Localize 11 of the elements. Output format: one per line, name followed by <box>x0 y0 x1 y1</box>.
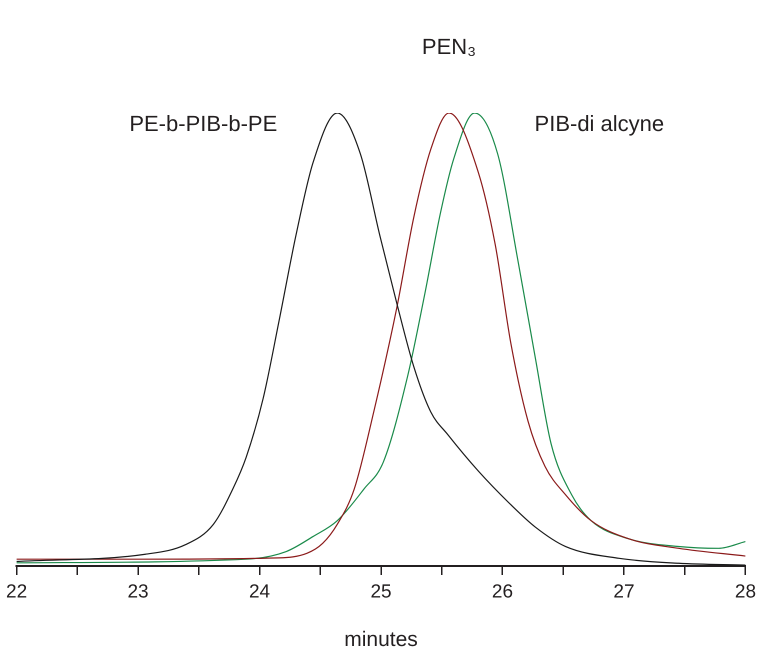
x-tick-label: 26 <box>492 582 514 603</box>
x-tick-label: 27 <box>613 582 635 603</box>
x-tick-label: 25 <box>370 582 392 603</box>
x-tick-label: 24 <box>248 582 271 603</box>
x-axis-title: minutes <box>344 628 418 652</box>
series-label: PIB-di alcyne <box>534 111 664 136</box>
x-tick-label: 22 <box>6 582 28 603</box>
series-label: PE-b-PIB-b-PE <box>129 111 278 136</box>
text: PEN₃ <box>422 34 476 60</box>
x-tick-label: 23 <box>127 582 149 603</box>
x-tick-label: 28 <box>734 582 756 603</box>
